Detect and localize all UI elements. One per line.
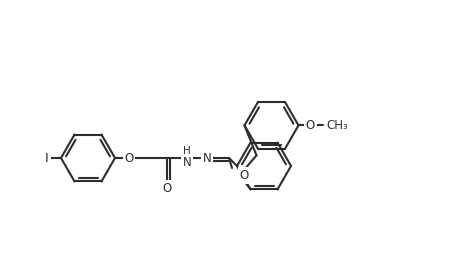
Text: O: O: [240, 169, 249, 182]
Text: H: H: [183, 146, 191, 156]
Text: N: N: [183, 156, 191, 168]
Text: O: O: [162, 182, 172, 194]
Text: I: I: [45, 152, 49, 165]
Text: O: O: [124, 152, 133, 165]
Text: O: O: [306, 119, 315, 132]
Text: CH₃: CH₃: [326, 119, 348, 132]
Text: N: N: [202, 152, 212, 165]
